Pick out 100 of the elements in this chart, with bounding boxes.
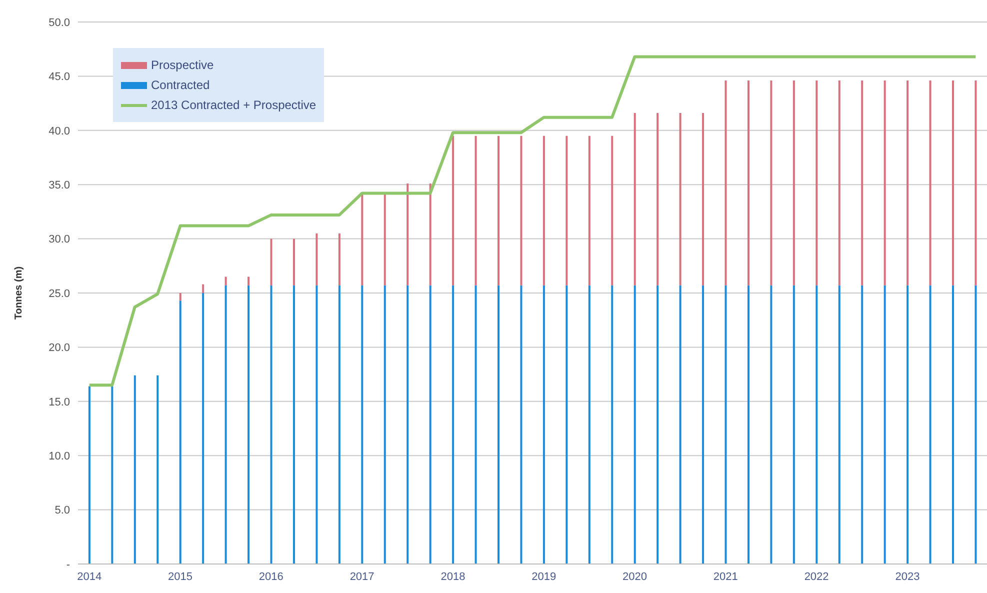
bar [679,113,682,286]
y-axis-title: Tonnes (m) [14,266,25,320]
x-tick-label: 2019 [532,570,556,583]
bar [929,285,932,564]
bar [156,375,159,564]
bar [702,113,704,286]
bar [611,285,614,564]
y-tick-label: 10.0 [48,450,70,463]
bar [588,136,590,286]
legend-label: Prospective [151,58,214,72]
y-tick-label: 5.0 [54,504,70,517]
x-tick-label: 2016 [258,570,284,583]
bar [270,238,272,286]
y-tick-label: 50.0 [48,16,70,29]
bar [474,285,477,564]
bar [224,285,227,564]
bar [724,80,727,286]
bar [498,285,500,564]
bar [292,238,295,286]
bar [566,285,568,564]
bar [474,136,477,286]
bar [248,285,250,564]
bar [361,285,364,564]
y-tick-label: 45.0 [48,71,70,84]
legend-label: Contracted [151,78,210,92]
bar [338,233,340,286]
bar [316,285,318,564]
x-tick-label: 2023 [895,570,920,583]
bar [542,136,545,286]
y-tick-label: 20.0 [48,342,70,354]
bar [702,285,704,564]
bar [611,136,614,286]
bar [838,285,840,564]
bar [406,285,409,564]
bar [634,113,636,286]
x-tick-label: 2022 [804,570,829,583]
x-tick-label: 2014 [77,570,102,583]
y-tick-label: 25.0 [48,288,70,300]
x-tick-label: 2017 [350,570,374,583]
bar [884,285,886,564]
x-tick-label: 2015 [168,570,193,583]
bar [816,285,818,564]
bar [429,184,432,286]
y-tick-label: 15.0 [48,396,70,408]
bar [747,285,750,564]
bar [861,285,864,564]
line-series [88,55,978,387]
bar [838,80,840,286]
bar [747,80,750,286]
bar [884,80,886,286]
bar [224,276,227,286]
bar [520,136,522,286]
bar [974,80,977,286]
bar [452,136,454,286]
bar [111,386,114,564]
bar [338,285,340,564]
bar [542,285,545,564]
bar [588,285,590,564]
x-tick-label: 2020 [622,570,648,583]
bar [679,285,682,564]
bar [792,285,795,564]
bar [179,300,182,564]
bar [316,233,318,286]
x-tick-label: 2021 [713,570,738,583]
bar [384,285,386,564]
bar [520,285,522,564]
y-tick-label: 40.0 [48,125,70,138]
bar [406,184,409,286]
x-tick-label: 2018 [440,570,466,583]
bar [929,80,932,286]
y-tick-label: 30.0 [48,234,70,246]
bar [770,80,772,286]
bar [792,80,795,286]
y-tick-label: - [66,558,70,571]
bar [384,193,386,286]
bar [656,285,659,564]
bar [974,285,977,564]
bar [906,80,909,286]
bar [202,284,204,293]
bar [906,285,909,564]
bar [952,80,954,286]
bar [724,285,727,564]
bar [656,113,659,286]
bar [134,375,136,564]
bar [202,293,204,564]
bar [452,285,454,564]
bar [270,285,272,564]
bar [770,285,772,564]
bar [361,193,364,286]
bar [634,285,636,564]
bar [429,285,432,564]
bar [179,293,182,301]
bar [498,136,500,286]
bar [248,276,250,286]
bar [816,80,818,286]
y-tick-label: 35.0 [48,180,70,192]
bar [566,136,568,286]
legend-label: 2013 Contracted + Prospective [151,98,316,112]
bar [952,285,954,564]
bar [292,285,295,564]
